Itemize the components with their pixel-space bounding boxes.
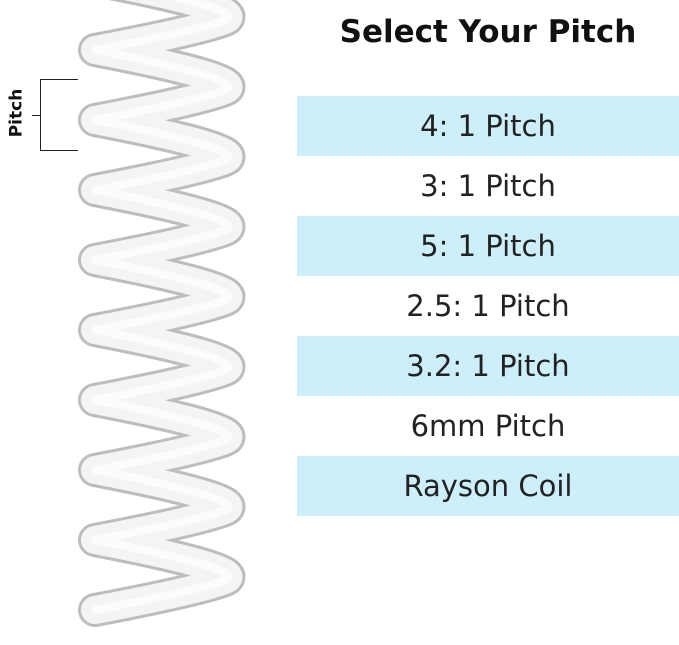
coil-stroke — [91, 0, 233, 614]
pitch-option[interactable]: 6mm Pitch — [410, 409, 566, 443]
pitch-option[interactable]: Rayson Coil — [297, 456, 679, 516]
pitch-bracket — [40, 79, 78, 151]
pitch-option[interactable]: 3.2: 1 Pitch — [297, 336, 679, 396]
pitch-option[interactable]: 2.5: 1 Pitch — [406, 289, 570, 323]
white-spiral-coil-image — [78, 0, 246, 627]
page-title: Select Your Pitch — [339, 14, 637, 50]
pitch-label: Pitch — [6, 88, 27, 138]
pitch-bracket-tick — [32, 115, 40, 116]
pitch-option[interactable]: 5: 1 Pitch — [297, 216, 679, 276]
pitch-option[interactable]: 4: 1 Pitch — [297, 96, 679, 156]
pitch-option[interactable]: 3: 1 Pitch — [420, 169, 556, 203]
